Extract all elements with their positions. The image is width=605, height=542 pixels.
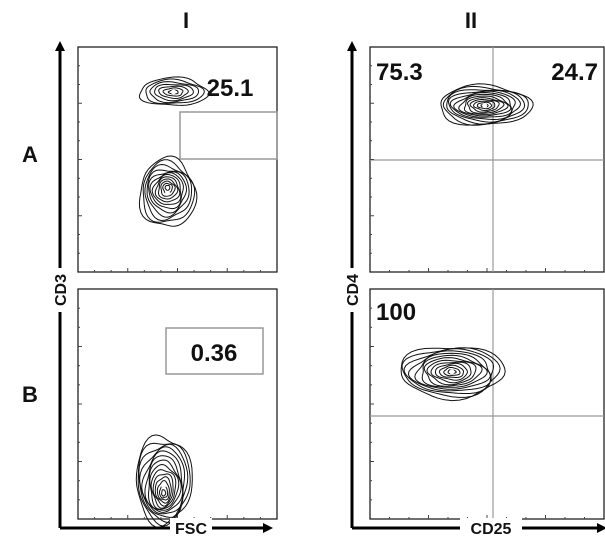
contour-line [158,85,189,100]
population-peak [171,89,177,95]
quadrant-lines-a-ii [370,47,604,272]
contour-line [154,476,172,504]
contour-line [463,95,509,115]
contour-line [458,93,512,117]
population-peak [165,190,171,196]
contour-line [160,180,176,197]
contour-line [449,90,516,121]
contour-line [146,169,190,218]
contour-line [453,91,513,118]
contour-line [434,362,468,381]
contour-line [162,87,184,97]
contour-line [139,446,186,518]
column-label-i: I [183,8,189,33]
contour-line [156,480,170,501]
contour-line [144,455,184,513]
contour-line [148,171,188,214]
contour-line [149,172,184,210]
row-label-b: B [22,382,38,407]
y-axis-label-col2: CD4 [345,274,362,306]
gate-percent-a-i: 25.1 [207,75,254,102]
contour-line [167,89,179,95]
contour-line [142,159,196,223]
contour-line [138,76,210,106]
contour-line [157,178,179,200]
quadrant-lines-b-ii [370,289,604,519]
contour-line [138,155,198,227]
contour-line [440,83,534,126]
x-axis-label-col2: CD25 [471,521,512,538]
quadrant-ul-percent-b-ii: 100 [376,299,416,326]
contour-line [426,359,477,386]
contour-layer [135,76,534,528]
contour-line [161,489,167,497]
contour-line [403,348,495,394]
contour-line [469,99,500,113]
x-label-bg-col1 [170,518,212,538]
population-peak [161,483,167,489]
contour-line [141,450,184,515]
contour-line [414,352,491,390]
contour-line [476,101,492,110]
contour-line [407,350,492,392]
contour-line [466,97,505,114]
gate-percent-b-i: 0.36 [191,340,238,367]
population-a-ii-main [440,83,534,126]
x-axis-label-col1: FSC [175,521,207,538]
contour-line [154,83,194,102]
y-label-bg-col2 [340,268,364,312]
population-a-i-main [138,155,198,227]
contour-line [149,81,199,104]
population-peak [482,103,488,108]
contour-line [149,463,180,510]
population-b-ii-main [400,347,506,402]
contour-line [151,173,182,205]
contour-line [447,89,522,123]
contour-line [137,442,191,527]
quadrant-ul-percent-a-ii: 75.3 [376,59,423,86]
contour-line [164,184,171,192]
contour-line [147,459,182,511]
contour-line [443,367,461,377]
y-axis-label-col1: CD3 [53,274,70,306]
panel-frame-b-i [77,288,278,520]
population-b-i-main [135,434,193,528]
column-label-ii: II [465,8,477,33]
contour-line [421,354,488,388]
gate-box-b-i [165,327,264,375]
population-a-i-gated [138,76,210,106]
contour-line [400,347,506,402]
contour-line [430,361,472,384]
row-label-a: A [22,142,38,167]
contour-line [152,473,174,507]
contour-line [401,347,501,398]
contour-line [150,469,177,509]
gate-box-a-i [179,111,278,160]
quadrant-ur-percent-a-ii: 24.7 [551,59,598,86]
contour-line [438,364,465,378]
y-label-bg-col1 [48,268,72,312]
contour-line [472,100,496,112]
contour-line [154,176,181,203]
x-label-bg-col2 [460,518,522,538]
population-peak [449,369,455,375]
contour-line [145,78,205,105]
contour-line [423,357,483,387]
